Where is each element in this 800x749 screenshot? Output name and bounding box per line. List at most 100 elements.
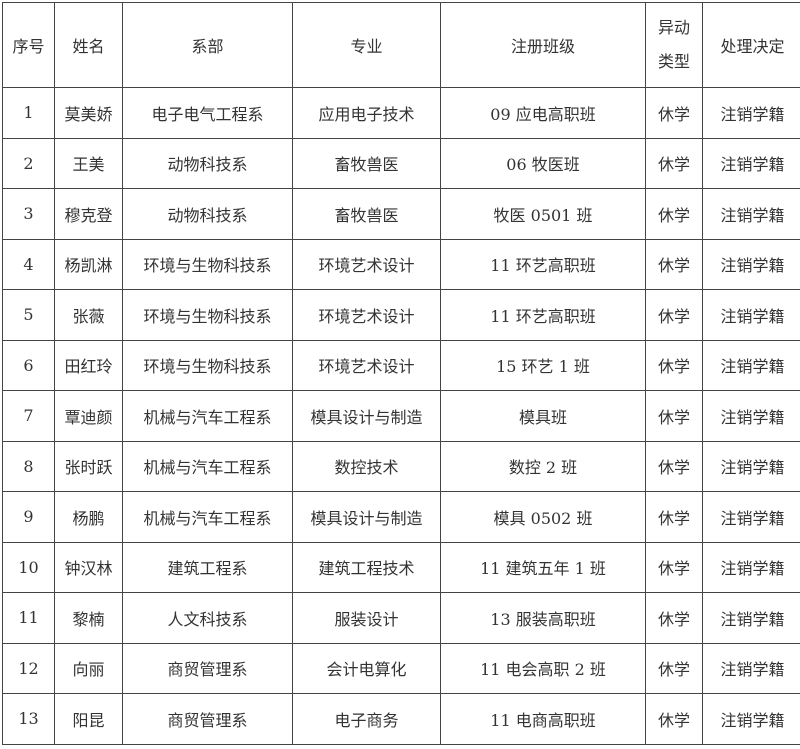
cell-decision: 注销学籍	[702, 188, 800, 240]
cell-class: 牧医 0501 班	[440, 188, 646, 240]
cell-change-type: 休学	[645, 188, 703, 240]
cell-class: 模具班	[440, 390, 646, 442]
cell-major: 电子商务	[292, 693, 441, 745]
cell-major: 环境艺术设计	[292, 289, 441, 341]
cell-department: 机械与汽车工程系	[122, 390, 293, 442]
cell-decision: 注销学籍	[702, 440, 800, 492]
cell-major: 建筑工程技术	[292, 541, 441, 593]
table-row: 6 田红玲 环境与生物科技系 环境艺术设计 15 环艺 1 班休学 注销学籍	[2, 339, 800, 391]
cell-decision: 注销学籍	[702, 137, 800, 189]
header-department: 系部	[122, 2, 293, 88]
cell-class: 09 应电高职班	[440, 87, 646, 139]
cell-index: 9	[2, 491, 55, 543]
cell-name: 黎楠	[54, 592, 123, 644]
cell-name: 王美	[54, 137, 123, 189]
cell-change-type: 休学	[645, 541, 703, 593]
cell-index: 13	[2, 693, 55, 745]
cell-change-type: 休学	[645, 592, 703, 644]
header-row: 序号 姓名 系部 专业 注册班级 异动 类型 处理决定	[2, 2, 800, 88]
cell-index: 2	[2, 137, 55, 189]
cell-change-type: 休学	[645, 238, 703, 290]
cell-major: 应用电子技术	[292, 87, 441, 139]
table-row: 1 莫美娇 电子电气工程系 应用电子技术 09 应电高职班 休学 注销学籍	[2, 87, 800, 139]
cell-change-type: 休学	[645, 693, 703, 745]
table-row: 13 阳昆 商贸管理系 电子商务 11 电商高职班 休学 注销学籍	[2, 693, 800, 745]
table-row: 8 张时跃 机械与汽车工程系 数控技术 数控 2 班休学 注销学籍	[2, 440, 800, 492]
cell-name: 杨凯淋	[54, 238, 123, 290]
table-row: 11 黎楠 人文科技系 服装设计 13 服装高职班 休学 注销学籍	[2, 592, 800, 644]
cell-department: 动物科技系	[122, 137, 293, 189]
cell-class: 11 环艺高职班	[440, 289, 646, 341]
cell-change-type: 休学	[645, 137, 703, 189]
cell-department: 商贸管理系	[122, 693, 293, 745]
table-row: 12 向丽 商贸管理系 会计电算化 11 电会高职 2 班休学 注销学籍	[2, 642, 800, 694]
cell-decision: 注销学籍	[702, 339, 800, 391]
cell-decision: 注销学籍	[702, 541, 800, 593]
cell-department: 机械与汽车工程系	[122, 440, 293, 492]
cell-department: 商贸管理系	[122, 642, 293, 694]
table-row: 2 王美 动物科技系 畜牧兽医 06 牧医班 休学 注销学籍	[2, 137, 800, 189]
cell-name: 阳昆	[54, 693, 123, 745]
cell-name: 钟汉林	[54, 541, 123, 593]
header-class: 注册班级	[440, 2, 646, 88]
cell-decision: 注销学籍	[702, 642, 800, 694]
table-row: 4 杨凯淋 环境与生物科技系 环境艺术设计 11 环艺高职班 休学 注销学籍	[2, 238, 800, 290]
cell-index: 6	[2, 339, 55, 391]
cell-department: 人文科技系	[122, 592, 293, 644]
cell-major: 会计电算化	[292, 642, 441, 694]
cell-class: 模具 0502 班	[440, 491, 646, 543]
header-name: 姓名	[54, 2, 123, 88]
cell-department: 环境与生物科技系	[122, 238, 293, 290]
cell-index: 3	[2, 188, 55, 240]
header-change-type: 异动 类型	[645, 2, 703, 88]
cell-major: 环境艺术设计	[292, 238, 441, 290]
cell-decision: 注销学籍	[702, 390, 800, 442]
cell-major: 模具设计与制造	[292, 491, 441, 543]
cell-change-type: 休学	[645, 289, 703, 341]
cell-department: 动物科技系	[122, 188, 293, 240]
cell-department: 建筑工程系	[122, 541, 293, 593]
cell-class: 11 建筑五年 1 班	[440, 541, 646, 593]
cell-index: 8	[2, 440, 55, 492]
cell-department: 环境与生物科技系	[122, 289, 293, 341]
cell-name: 田红玲	[54, 339, 123, 391]
cell-name: 张时跃	[54, 440, 123, 492]
cell-change-type: 休学	[645, 440, 703, 492]
cell-class: 11 电商高职班	[440, 693, 646, 745]
cell-class: 11 电会高职 2 班	[440, 642, 646, 694]
cell-name: 莫美娇	[54, 87, 123, 139]
cell-change-type: 休学	[645, 87, 703, 139]
cell-major: 畜牧兽医	[292, 188, 441, 240]
cell-department: 机械与汽车工程系	[122, 491, 293, 543]
header-major: 专业	[292, 2, 441, 88]
cell-decision: 注销学籍	[702, 238, 800, 290]
cell-change-type: 休学	[645, 642, 703, 694]
cell-class: 11 环艺高职班	[440, 238, 646, 290]
cell-class: 15 环艺 1 班	[440, 339, 646, 391]
cell-name: 穆克登	[54, 188, 123, 240]
header-decision: 处理决定	[702, 2, 800, 88]
header-change-type-line2: 类型	[657, 52, 690, 71]
table-row: 3 穆克登 动物科技系 畜牧兽医 牧医 0501 班休学 注销学籍	[2, 188, 800, 240]
cell-name: 覃迪颜	[54, 390, 123, 442]
cell-major: 服装设计	[292, 592, 441, 644]
cell-department: 电子电气工程系	[122, 87, 293, 139]
cell-change-type: 休学	[645, 491, 703, 543]
cell-decision: 注销学籍	[702, 491, 800, 543]
cell-department: 环境与生物科技系	[122, 339, 293, 391]
table-row: 9 杨鹏 机械与汽车工程系 模具设计与制造 模具 0502 班休学 注销学籍	[2, 491, 800, 543]
cell-major: 模具设计与制造	[292, 390, 441, 442]
cell-decision: 注销学籍	[702, 289, 800, 341]
table-row: 7 覃迪颜 机械与汽车工程系 模具设计与制造 模具班 休学 注销学籍	[2, 390, 800, 442]
cell-index: 5	[2, 289, 55, 341]
cell-name: 向丽	[54, 642, 123, 694]
cell-index: 1	[2, 87, 55, 139]
cell-name: 张薇	[54, 289, 123, 341]
cell-class: 06 牧医班	[440, 137, 646, 189]
cell-major: 畜牧兽医	[292, 137, 441, 189]
table-row: 5 张薇 环境与生物科技系 环境艺术设计 11 环艺高职班 休学 注销学籍	[2, 289, 800, 341]
cell-name: 杨鹏	[54, 491, 123, 543]
cell-major: 环境艺术设计	[292, 339, 441, 391]
cell-decision: 注销学籍	[702, 592, 800, 644]
